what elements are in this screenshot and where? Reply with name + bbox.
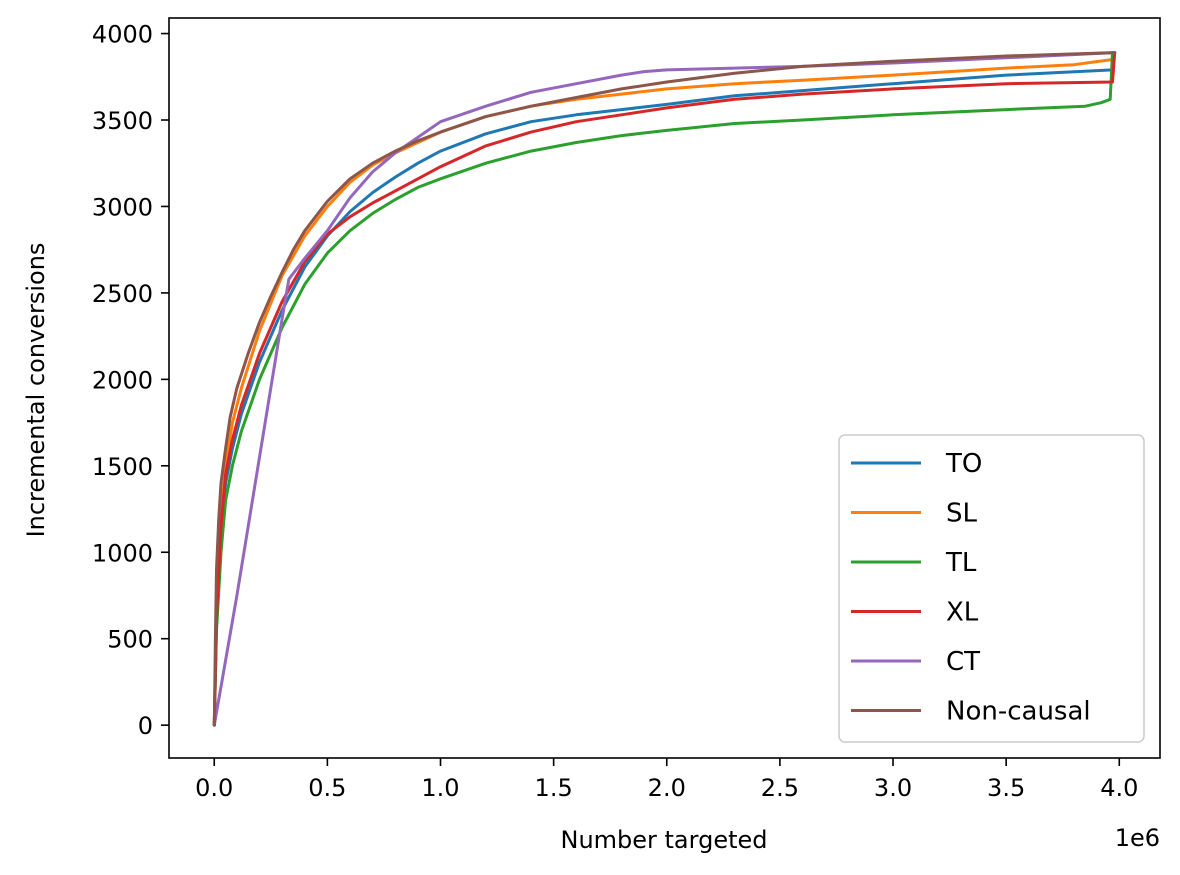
series-line-xl	[212, 51, 1117, 727]
x-axis-label: Number targeted	[560, 826, 767, 854]
x-tick-label: 4.0	[1100, 774, 1138, 802]
x-tick-label: 0.5	[308, 774, 346, 802]
series-line-to	[212, 51, 1117, 727]
x-axis-offset-label: 1e6	[1115, 824, 1160, 852]
series-line-tl	[212, 51, 1114, 727]
y-tick-label: 2000	[92, 366, 153, 394]
y-tick-label: 1000	[92, 539, 153, 567]
y-tick-label: 2500	[92, 280, 153, 308]
series-line-sl	[212, 51, 1117, 727]
x-tick-label: 2.5	[761, 774, 799, 802]
x-tick-label: 1.0	[421, 774, 459, 802]
x-tick-label: 3.5	[987, 774, 1025, 802]
y-axis-label: Incremental conversions	[22, 243, 50, 538]
y-axis-ticks: 0 500 1000 1500 2000 2500 3000 3500 4000	[92, 21, 169, 740]
y-tick-label: 3000	[92, 193, 153, 221]
x-tick-label: 0.0	[195, 774, 233, 802]
y-tick-label: 500	[107, 626, 153, 654]
legend-label: XL	[946, 598, 979, 628]
legend-label: SL	[946, 499, 978, 529]
plot-frame	[168, 17, 1161, 759]
y-tick-label: 0	[138, 712, 153, 740]
series-line-non-causal	[212, 51, 1117, 727]
plot-border	[168, 17, 1161, 759]
x-tick-label: 3.0	[874, 774, 912, 802]
series-layer	[212, 51, 1117, 727]
x-axis-ticks: 0.0 0.5 1.0 1.5 2.0 2.5 3.0 3.5 4.0	[195, 758, 1138, 802]
legend-label: CT	[946, 647, 980, 677]
legend-label: Non-causal	[946, 697, 1091, 727]
x-tick-label: 2.0	[648, 774, 686, 802]
y-tick-label: 4000	[92, 21, 153, 49]
y-tick-label: 3500	[92, 107, 153, 135]
series-line-ct	[212, 51, 1117, 727]
legend-label: TO	[945, 449, 982, 479]
legend: TO SL TL XL CT Non-causal	[838, 434, 1145, 743]
x-tick-label: 1.5	[535, 774, 573, 802]
y-tick-label: 1500	[92, 453, 153, 481]
legend-label: TL	[945, 548, 977, 578]
